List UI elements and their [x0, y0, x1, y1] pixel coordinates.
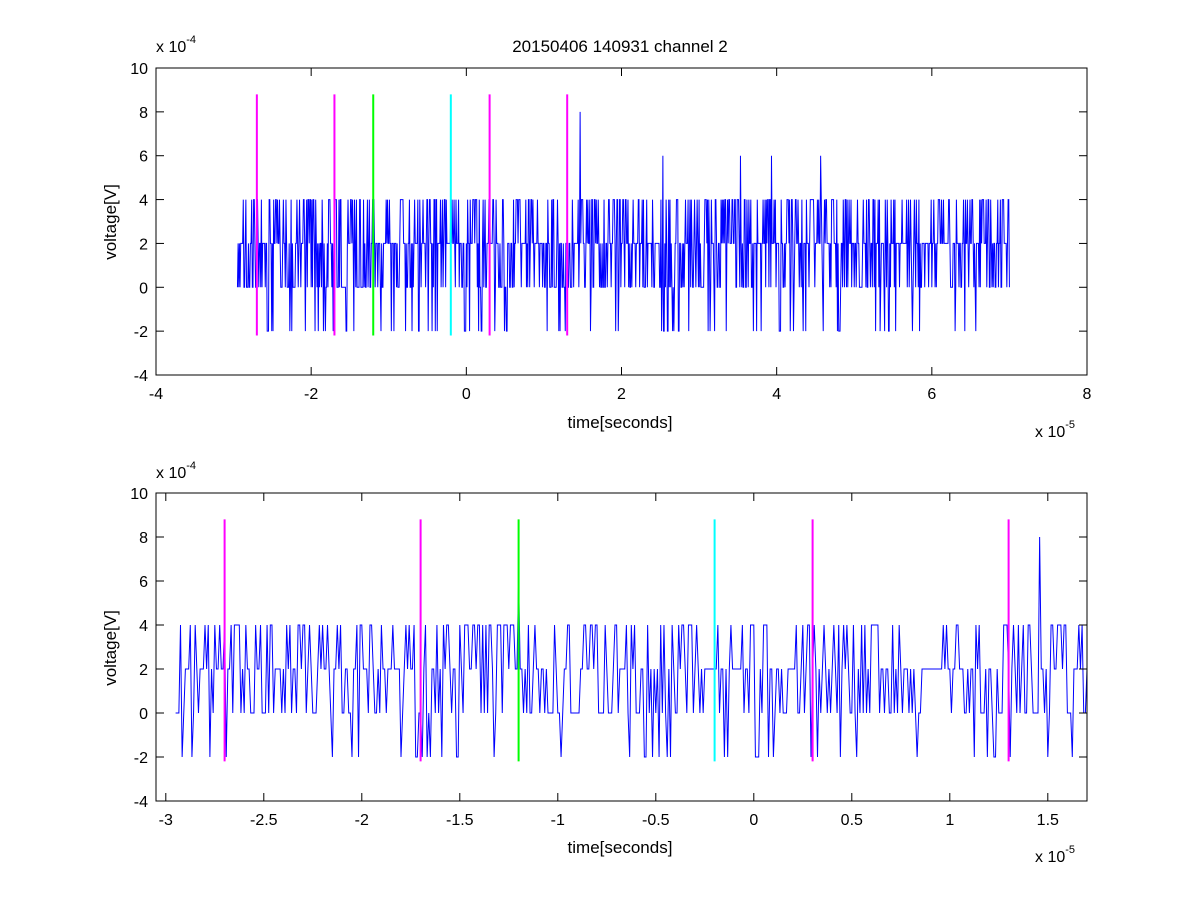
bottom-plot-x-tick-label: -2.5 — [250, 812, 278, 829]
top-plot: -4 -2 0 2 4 6 8 -4 -2 0 2 4 6 8 10 time[seconds] volta… — [101, 34, 1092, 441]
top-plot-axes-frame — [155, 67, 1088, 376]
bottom-plot-x-exponent-power: -5 — [1065, 844, 1075, 856]
bottom-plot-data — [175, 519, 1088, 762]
top-plot-labels: time[seconds] voltage[V] x 10-5 x 10-4 — [101, 34, 1075, 441]
top-plot-y-tick-label: 4 — [139, 193, 148, 210]
bottom-plot-y-tick-label: -4 — [134, 794, 148, 811]
bottom-plot-signal-series — [175, 536, 1088, 758]
bottom-plot-x-exponent: x 10-5 — [1035, 844, 1075, 866]
bottom-plot-y-tick-label: 4 — [139, 618, 148, 635]
top-plot-x-tick-label: 4 — [772, 386, 781, 403]
bottom-plot-y-tick-label: 2 — [139, 662, 148, 679]
bottom-plot-axes-frame — [155, 492, 1088, 802]
bottom-plot-x-tick-label: -2 — [355, 812, 369, 829]
top-plot-y-exponent-power: -4 — [186, 34, 196, 46]
top-plot-signal-series — [236, 111, 1010, 332]
bottom-plot-y-tick-label: -2 — [134, 750, 148, 767]
top-plot-x-exponent: x 10-5 — [1035, 419, 1075, 441]
top-plot-y-tick-label: 8 — [139, 105, 148, 122]
top-plot-x-exponent-power: -5 — [1065, 419, 1075, 431]
bottom-plot-y-exponent-power: -4 — [186, 460, 196, 472]
bottom-plot-x-tick-label: 1 — [945, 812, 954, 829]
top-plot-x-exponent-base: x 10 — [1035, 424, 1065, 441]
bottom-plot-x-tick-label: 0 — [749, 812, 758, 829]
top-plot-x-tick-label: 8 — [1083, 386, 1092, 403]
top-plot-x-axis-label: time[seconds] — [568, 413, 673, 432]
bottom-plot-x-tick-label: -0.5 — [642, 812, 670, 829]
figure-title: 20150406 140931 channel 2 — [512, 37, 728, 56]
top-plot-x-tick-label: -4 — [149, 386, 163, 403]
bottom-plot-x-tick-label: -1 — [551, 812, 565, 829]
top-plot-axes: -4 -2 0 2 4 6 8 -4 -2 0 2 4 6 8 10 — [130, 61, 1091, 403]
bottom-plot-x-tick-label: 0.5 — [841, 812, 863, 829]
top-plot-y-axis-label: voltage[V] — [101, 184, 120, 260]
top-plot-y-tick-label: 0 — [139, 280, 148, 297]
top-plot-x-tick-label: 0 — [462, 386, 471, 403]
bottom-plot-y-axis-label: voltage[V] — [101, 610, 120, 686]
bottom-plot-labels: time[seconds] voltage[V] x 10-5 x 10-4 — [101, 460, 1075, 866]
top-plot-x-tick-label: 6 — [927, 386, 936, 403]
bottom-plot: -3 -2.5 -2 -1.5 -1 -0.5 0 0.5 1 1.5 -4 -2 0 2 4 6 8 10 ti… — [101, 460, 1088, 866]
bottom-plot-y-tick-label: 8 — [139, 530, 148, 547]
bottom-plot-y-tick-label: 0 — [139, 706, 148, 723]
bottom-plot-y-exponent: x 10-4 — [156, 460, 196, 482]
bottom-plot-x-tick-label: 1.5 — [1037, 812, 1059, 829]
top-plot-y-tick-label: -4 — [134, 368, 148, 385]
bottom-plot-y-exponent-base: x 10 — [156, 465, 186, 482]
bottom-plot-x-axis-label: time[seconds] — [568, 838, 673, 857]
bottom-plot-y-tick-label: 6 — [139, 574, 148, 591]
top-plot-y-tick-label: 10 — [130, 61, 148, 78]
top-plot-data — [236, 94, 1010, 336]
top-plot-y-exponent: x 10-4 — [156, 34, 196, 56]
bottom-plot-x-exponent-base: x 10 — [1035, 849, 1065, 866]
top-plot-y-tick-label: 6 — [139, 149, 148, 166]
bottom-plot-x-tick-label: -3 — [159, 812, 173, 829]
bottom-plot-x-tick-label: -1.5 — [446, 812, 474, 829]
bottom-plot-y-tick-label: 10 — [130, 486, 148, 503]
top-plot-x-tick-label: 2 — [617, 386, 626, 403]
top-plot-y-tick-label: -2 — [134, 324, 148, 341]
top-plot-y-exponent-base: x 10 — [156, 39, 186, 56]
top-plot-x-tick-label: -2 — [304, 386, 318, 403]
top-plot-y-tick-label: 2 — [139, 236, 148, 253]
bottom-plot-axes: -3 -2.5 -2 -1.5 -1 -0.5 0 0.5 1 1.5 -4 -2 0 2 4 6 8 10 — [130, 486, 1088, 829]
